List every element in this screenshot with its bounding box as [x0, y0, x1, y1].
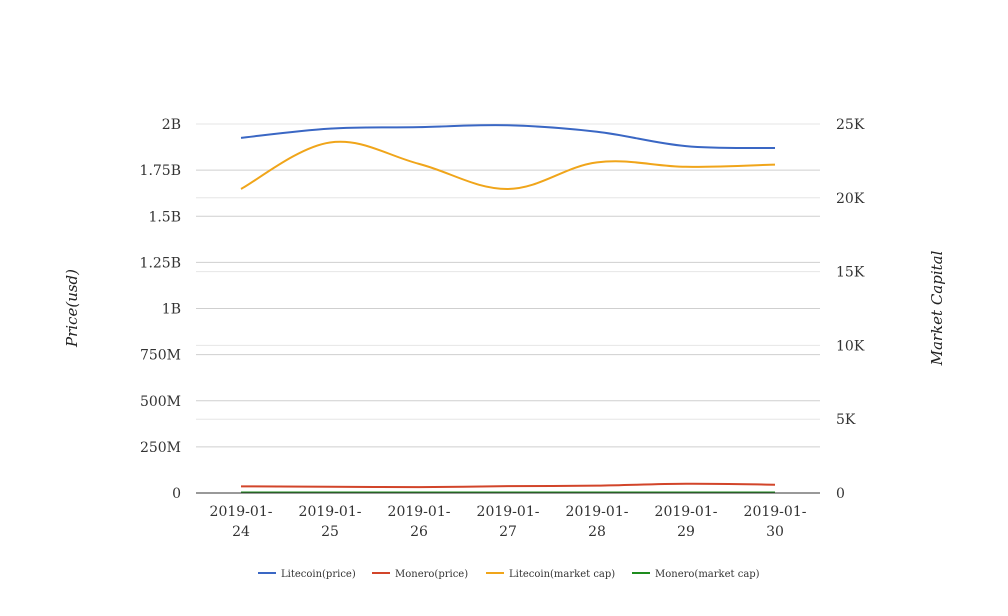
- y-left-tick-label: 1.5B: [148, 209, 181, 225]
- x-tick-label: 2019-01-24: [210, 504, 273, 540]
- grid-lines: [196, 123, 820, 448]
- right-axis: 0 5K 10K 15K 20K 25K: [836, 117, 865, 502]
- legend-label: Monero(market cap): [655, 569, 760, 580]
- y-right-tick-label: 15K: [836, 265, 865, 281]
- series-line-monero-price: [240, 482, 776, 489]
- legend-label: Monero(price): [395, 569, 468, 580]
- y-left-tick-label: 2B: [162, 117, 181, 133]
- legend: Litecoin(price) Monero(price) Litecoin(mar…: [258, 569, 760, 580]
- y-left-tick-label: 0: [172, 486, 181, 502]
- x-tick-label: 2019-01-27: [477, 504, 540, 540]
- y-left-tick-label: 250M: [140, 440, 181, 456]
- y-right-tick-label: 25K: [836, 117, 865, 133]
- x-tick-label: 2019-01-30: [744, 504, 807, 540]
- x-tick-label: 2019-01-28: [566, 504, 629, 540]
- x-tick-label: 2019-01-25: [299, 504, 362, 540]
- x-tick-label: 2019-01-29: [655, 504, 718, 540]
- y-axis-right-title: Market Capital: [928, 250, 946, 366]
- y-left-tick-label: 1B: [162, 302, 181, 318]
- y-right-tick-label: 10K: [836, 338, 865, 354]
- y-left-tick-label: 500M: [140, 394, 181, 410]
- y-right-tick-label: 5K: [836, 412, 856, 428]
- series-line-litecoin-price: [240, 124, 776, 150]
- legend-label: Litecoin(price): [281, 569, 356, 580]
- y-left-tick-label: 750M: [140, 348, 181, 364]
- x-tick-label: 2019-01-26: [388, 504, 451, 540]
- legend-label: Litecoin(market cap): [509, 569, 615, 580]
- y-right-tick-label: 0: [836, 486, 845, 502]
- series-line-litecoin-market-cap: [240, 140, 776, 190]
- y-left-tick-label: 1.25B: [140, 255, 181, 271]
- y-left-tick-label: 1.75B: [140, 163, 181, 179]
- y-right-tick-label: 20K: [836, 191, 865, 207]
- y-axis-left-title: Price(usd): [63, 269, 81, 348]
- left-axis: 0 250M 500M 750M 1B 1.25B 1.5B 1.75B 2B: [140, 117, 181, 502]
- x-axis: 2019-01-24 2019-01-25 2019-01-26 2019-01-27…: [210, 504, 807, 540]
